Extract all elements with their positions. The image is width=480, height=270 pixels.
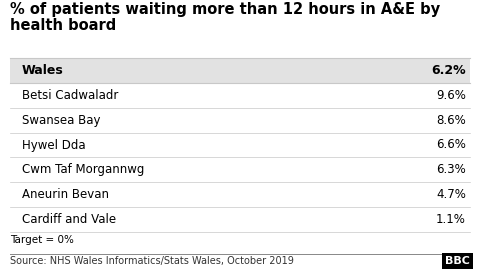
Text: Hywel Dda: Hywel Dda	[22, 139, 85, 151]
Text: Aneurin Bevan: Aneurin Bevan	[22, 188, 109, 201]
Text: Wales: Wales	[22, 64, 64, 77]
Text: Betsi Cadwaladr: Betsi Cadwaladr	[22, 89, 119, 102]
Bar	[10, 108, 470, 133]
Text: 6.3%: 6.3%	[436, 163, 466, 176]
Bar	[10, 83, 470, 108]
Text: Target = 0%: Target = 0%	[10, 235, 74, 245]
Text: % of patients waiting more than 12 hours in A&E by: % of patients waiting more than 12 hours…	[10, 2, 440, 17]
Bar	[10, 157, 470, 182]
Text: 4.7%: 4.7%	[436, 188, 466, 201]
Text: 8.6%: 8.6%	[436, 114, 466, 127]
Text: Swansea Bay: Swansea Bay	[22, 114, 100, 127]
Text: 1.1%: 1.1%	[436, 213, 466, 226]
Text: Source: NHS Wales Informatics/Stats Wales, October 2019: Source: NHS Wales Informatics/Stats Wale…	[10, 256, 294, 266]
Bar	[10, 58, 470, 83]
Bar	[10, 133, 470, 157]
Bar	[10, 207, 470, 232]
Text: Cardiff and Vale: Cardiff and Vale	[22, 213, 116, 226]
Text: 6.2%: 6.2%	[432, 64, 466, 77]
Text: 6.6%: 6.6%	[436, 139, 466, 151]
Text: BBC: BBC	[445, 256, 470, 266]
Text: Cwm Taf Morgannwg: Cwm Taf Morgannwg	[22, 163, 144, 176]
Text: 9.6%: 9.6%	[436, 89, 466, 102]
Bar	[10, 182, 470, 207]
Text: health board: health board	[10, 18, 116, 33]
